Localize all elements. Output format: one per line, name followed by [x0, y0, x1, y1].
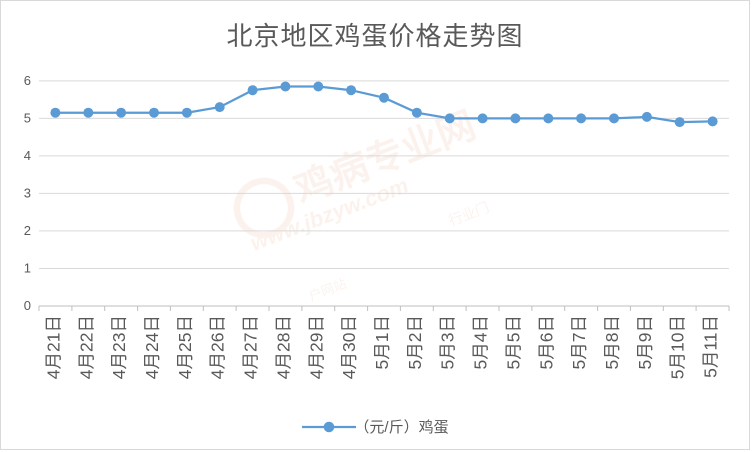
svg-text:4月28日: 4月28日 — [273, 315, 293, 379]
svg-text:5月8日: 5月8日 — [602, 315, 622, 369]
svg-text:5月7日: 5月7日 — [569, 315, 589, 369]
svg-text:5: 5 — [24, 110, 31, 125]
svg-text:4月25日: 4月25日 — [175, 315, 195, 379]
svg-text:4月22日: 4月22日 — [76, 315, 96, 379]
svg-text:5月1日: 5月1日 — [372, 315, 392, 369]
svg-text:6: 6 — [24, 73, 31, 88]
svg-text:5月6日: 5月6日 — [536, 315, 556, 369]
svg-text:4: 4 — [24, 148, 31, 163]
svg-text:4月30日: 4月30日 — [339, 315, 359, 379]
svg-text:3: 3 — [24, 185, 31, 200]
svg-text:4月23日: 4月23日 — [109, 315, 129, 379]
svg-text:4月27日: 4月27日 — [241, 315, 261, 379]
svg-text:5月5日: 5月5日 — [503, 315, 523, 369]
svg-text:5月9日: 5月9日 — [635, 315, 655, 369]
svg-text:户网站: 户网站 — [307, 276, 349, 304]
svg-text:4月21日: 4月21日 — [43, 315, 63, 379]
svg-text:5月4日: 5月4日 — [471, 315, 491, 369]
svg-text:1: 1 — [24, 261, 31, 276]
svg-text:5月2日: 5月2日 — [405, 315, 425, 369]
svg-text:0: 0 — [24, 298, 31, 313]
svg-text:5月11日: 5月11日 — [701, 315, 721, 378]
svg-text:4月29日: 4月29日 — [306, 315, 326, 379]
svg-text:4月24日: 4月24日 — [142, 315, 162, 379]
svg-text:2: 2 — [24, 223, 31, 238]
svg-text:5月3日: 5月3日 — [438, 315, 458, 369]
svg-text:行业门: 行业门 — [446, 199, 491, 229]
svg-text:5月10日: 5月10日 — [668, 315, 688, 379]
svg-text:4月26日: 4月26日 — [208, 315, 228, 379]
